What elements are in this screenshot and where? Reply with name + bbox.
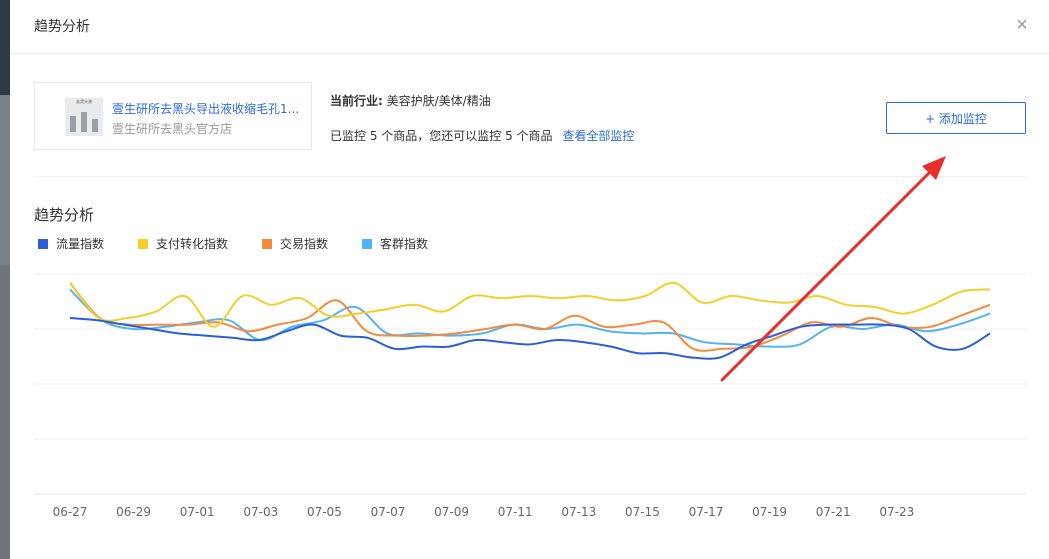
x-tick-label: 07-17 <box>689 505 724 519</box>
backdrop-gray-band <box>0 95 10 265</box>
thumbnail-bottle-shape <box>70 116 76 132</box>
dialog-title: 趋势分析 <box>34 19 90 35</box>
thumbnail-caption: 去黑头液 <box>76 99 92 104</box>
legend-item-trade[interactable]: 交易指数 <box>262 235 328 252</box>
chart-x-tick-labels: 06-27 06-29 07-01 07-03 07-05 07-07 07-09 07-11… <box>53 505 915 519</box>
legend-label-traffic: 流量指数 <box>56 237 105 251</box>
legend-swatch-traffic <box>38 239 48 249</box>
x-tick-label: 07-23 <box>879 505 914 519</box>
series-line-trade[interactable] <box>69 282 991 352</box>
x-tick-label: 07-19 <box>752 505 787 519</box>
industry-value: 美容护肤/美体/精油 <box>386 94 491 108</box>
chart-series-lines <box>69 281 991 360</box>
series-line-conversion[interactable] <box>69 281 991 328</box>
x-tick-label: 06-27 <box>53 505 88 519</box>
legend-item-traffic[interactable]: 流量指数 <box>38 235 104 252</box>
series-line-traffic[interactable] <box>69 317 991 360</box>
red-arrow-annotation <box>720 156 946 382</box>
dialog-header: 趋势分析 × <box>10 0 1049 54</box>
x-tick-label: 07-11 <box>498 505 533 519</box>
product-name-link[interactable]: 壹生研所去黑头导出液收缩毛孔1... <box>112 102 300 116</box>
section-divider <box>34 176 1026 177</box>
legend-item-customer[interactable]: 客群指数 <box>362 235 428 252</box>
section-title: 趋势分析 <box>34 206 95 224</box>
x-tick-label: 07-03 <box>243 505 278 519</box>
legend-label-customer: 客群指数 <box>380 237 429 251</box>
chart-grid <box>34 273 1026 495</box>
product-card: 去黑头液 壹生研所去黑头导出液收缩毛孔1... 壹生研所去黑头官方店 <box>34 82 312 150</box>
close-icon[interactable]: × <box>1011 14 1033 36</box>
view-all-monitors-link[interactable]: 查看全部监控 <box>562 129 635 143</box>
x-tick-label: 07-13 <box>561 505 596 519</box>
legend-swatch-trade <box>262 239 272 249</box>
add-monitor-button[interactable]: + 添加监控 <box>886 102 1026 134</box>
x-tick-label: 06-29 <box>116 505 151 519</box>
x-tick-label: 07-21 <box>816 505 851 519</box>
backdrop-dark-band <box>0 0 10 95</box>
monitor-info: 已监控 5 个商品，您还可以监控 5 个商品 查看全部监控 <box>330 127 634 144</box>
x-tick-label: 07-09 <box>434 505 469 519</box>
industry-info: 当前行业: 美容护肤/美体/精油 <box>330 92 491 109</box>
thumbnail-bottle-shape <box>81 112 87 132</box>
legend-label-conversion: 支付转化指数 <box>156 237 229 251</box>
legend-label-trade: 交易指数 <box>280 237 329 251</box>
legend-swatch-conversion <box>138 239 148 249</box>
industry-label: 当前行业: <box>330 94 383 108</box>
series-line-customer[interactable] <box>69 288 991 348</box>
legend-swatch-customer <box>362 239 372 249</box>
legend-item-conversion[interactable]: 支付转化指数 <box>138 235 228 252</box>
x-tick-label: 07-07 <box>371 505 406 519</box>
page-backdrop <box>0 0 10 559</box>
arrow-shaft <box>720 166 936 382</box>
monitor-count-text: 已监控 5 个商品，您还可以监控 5 个商品 <box>330 129 553 143</box>
thumbnail-bottle-shape <box>92 119 98 132</box>
product-shop-name: 壹生研所去黑头官方店 <box>112 122 233 136</box>
x-tick-label: 07-01 <box>180 505 215 519</box>
product-thumbnail[interactable]: 去黑头液 <box>65 98 103 136</box>
trend-analysis-dialog: 趋势分析 × 去黑头液 壹生研所去黑头导出液收缩毛孔1... 壹生研所去黑头官方… <box>10 0 1049 559</box>
arrow-head-icon <box>922 156 946 180</box>
x-tick-label: 07-15 <box>625 505 660 519</box>
x-tick-label: 07-05 <box>307 505 342 519</box>
